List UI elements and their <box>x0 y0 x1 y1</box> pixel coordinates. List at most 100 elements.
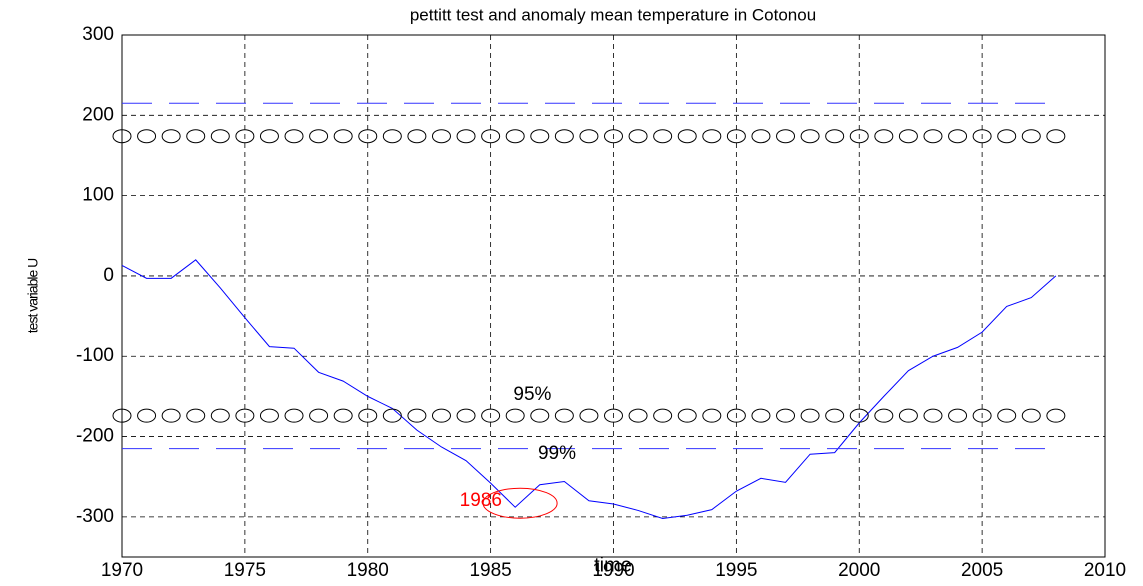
marker <box>849 129 869 144</box>
marker <box>923 129 943 144</box>
marker <box>210 408 230 423</box>
marker <box>874 408 894 423</box>
marker <box>800 129 820 144</box>
marker <box>382 129 402 144</box>
marker <box>284 408 304 423</box>
marker <box>530 129 550 144</box>
marker <box>481 408 501 423</box>
marker <box>554 129 574 144</box>
marker <box>1021 129 1041 144</box>
marker <box>333 129 353 144</box>
marker <box>726 129 746 144</box>
marker <box>628 408 648 423</box>
y-tick-label: -200 <box>76 426 114 447</box>
marker <box>382 408 402 423</box>
marker <box>677 129 697 144</box>
marker <box>653 129 673 144</box>
x-tick-label: 1985 <box>469 560 511 581</box>
chart-title: pettitt test and anomaly mean temperatur… <box>410 5 816 24</box>
marker <box>604 408 623 423</box>
marker <box>210 129 230 144</box>
marker <box>702 408 722 423</box>
marker <box>825 408 845 423</box>
marker <box>259 129 279 144</box>
marker <box>186 408 206 423</box>
marker <box>481 129 501 144</box>
x-tick-label: 1970 <box>101 560 143 581</box>
y-tick-label: 0 <box>103 265 114 286</box>
highlight-ellipse <box>482 487 558 519</box>
marker <box>653 408 673 423</box>
marker <box>309 408 329 423</box>
marker <box>628 129 648 144</box>
annotation: 99% <box>538 443 576 464</box>
marker <box>235 129 255 144</box>
marker <box>309 129 329 144</box>
marker <box>677 408 697 423</box>
marker <box>1046 129 1066 144</box>
marker <box>948 408 968 423</box>
marker <box>1046 408 1066 423</box>
marker <box>431 129 451 144</box>
marker <box>997 408 1017 423</box>
y-tick-label: -100 <box>76 345 114 366</box>
x-tick-label: 2000 <box>838 560 880 581</box>
marker <box>800 408 820 423</box>
marker <box>898 408 918 423</box>
marker <box>161 408 181 423</box>
marker <box>776 129 796 144</box>
x-tick-label: 1995 <box>715 560 757 581</box>
annotation: 95% <box>513 384 551 405</box>
marker <box>137 408 157 423</box>
marker <box>554 408 574 423</box>
marker <box>751 408 771 423</box>
marker <box>112 408 132 423</box>
marker <box>923 408 943 423</box>
marker <box>431 408 451 423</box>
x-tick-label: 1990 <box>592 560 634 581</box>
marker <box>137 129 157 144</box>
marker <box>972 129 992 144</box>
data-line <box>121 259 1057 519</box>
marker <box>530 408 550 423</box>
y-tick-label: -300 <box>76 506 114 527</box>
marker <box>235 408 255 423</box>
x-tick-label: 1975 <box>224 560 266 581</box>
y-tick-label: 200 <box>82 104 114 125</box>
marker <box>259 408 279 423</box>
marker <box>898 129 918 144</box>
marker <box>456 408 476 423</box>
x-axis-label: time <box>594 554 632 576</box>
marker <box>112 129 132 144</box>
x-tick-label: 1980 <box>347 560 389 581</box>
y-tick-label: 300 <box>82 24 114 45</box>
y-tick-label: 100 <box>82 185 114 206</box>
marker <box>726 408 746 423</box>
marker <box>407 408 427 423</box>
marker <box>751 129 771 144</box>
marker <box>825 129 845 144</box>
marker <box>161 129 181 144</box>
marker <box>333 408 353 423</box>
x-tick-label: 2010 <box>1084 560 1126 581</box>
marker <box>776 408 796 423</box>
marker <box>186 129 206 144</box>
marker <box>874 129 894 144</box>
marker <box>948 129 968 144</box>
marker <box>456 129 476 144</box>
y-axis-label: test variable U <box>25 258 41 333</box>
x-tick-label: 2005 <box>961 560 1003 581</box>
annotation: 1986 <box>460 490 502 511</box>
marker <box>579 129 599 144</box>
marker <box>997 129 1017 144</box>
marker <box>1021 408 1041 423</box>
marker <box>284 129 304 144</box>
marker <box>358 408 378 423</box>
marker <box>358 129 378 144</box>
marker <box>579 408 599 423</box>
marker <box>505 129 525 144</box>
marker <box>505 408 525 423</box>
marker <box>972 408 992 423</box>
